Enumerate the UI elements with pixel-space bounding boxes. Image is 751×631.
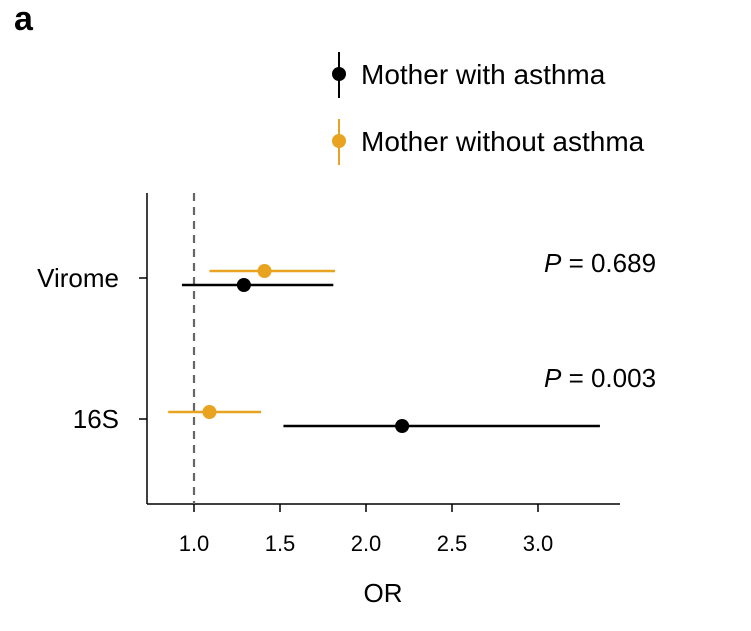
y-category-label: Virome xyxy=(37,263,119,293)
x-tick-label: 2.0 xyxy=(351,531,382,556)
legend-label: Mother with asthma xyxy=(361,59,606,90)
or-point xyxy=(257,264,272,278)
x-tick-label: 1.5 xyxy=(265,531,296,556)
legend-marker-dot xyxy=(332,134,346,148)
p-value-label: P = 0.003 xyxy=(544,363,656,393)
x-axis-title: OR xyxy=(364,578,403,608)
x-tick-label: 2.5 xyxy=(437,531,468,556)
x-tick-label: 3.0 xyxy=(523,531,554,556)
or-point xyxy=(202,405,217,419)
legend: Mother with asthma Mother without asthma xyxy=(332,52,645,165)
legend-label: Mother without asthma xyxy=(361,126,645,157)
x-tick-label: 1.0 xyxy=(179,531,210,556)
or-point xyxy=(236,278,251,292)
panel-label: a xyxy=(14,0,34,38)
y-category-label: 16S xyxy=(73,404,119,434)
data-marks xyxy=(168,264,600,433)
axes: 1.0 1.5 2.0 2.5 3.0 Virome 16S xyxy=(37,193,620,556)
or-point xyxy=(395,419,410,433)
p-value-annotations: P = 0.689 P = 0.003 xyxy=(544,248,656,393)
p-value-label: P = 0.689 xyxy=(544,248,656,278)
legend-marker-dot xyxy=(332,67,346,81)
